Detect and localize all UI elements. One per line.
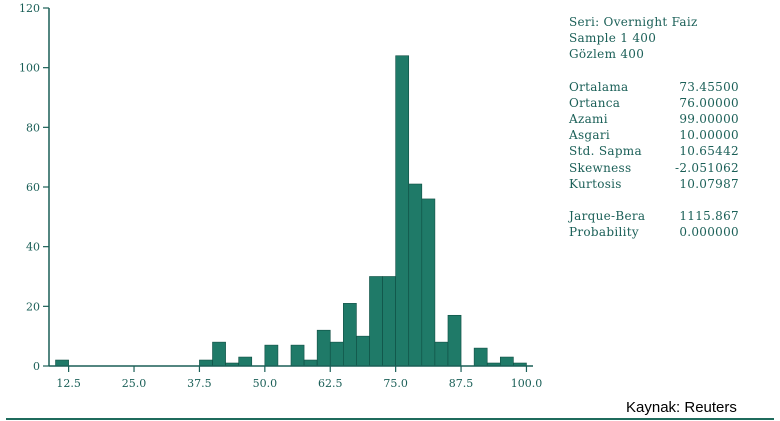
histogram-bar	[356, 335, 370, 367]
stat-value: 99.00000	[679, 112, 739, 127]
histogram-bar	[434, 341, 449, 367]
stat-value: 73.45500	[679, 79, 739, 94]
stat-row: Azami 99.00000	[569, 111, 739, 127]
histogram-bar	[264, 344, 279, 367]
histogram-bar	[382, 276, 396, 367]
histogram-bar	[212, 341, 226, 367]
stat-label: Asgari	[569, 128, 611, 143]
footer-divider	[6, 418, 774, 420]
y-tick-label: 20	[26, 300, 40, 313]
stat-label: Kurtosis	[569, 176, 622, 191]
stat-row: Ortanca 76.00000	[569, 95, 739, 111]
stat-row: Ortalama 73.45500	[569, 79, 739, 95]
stat-value: 10.07987	[679, 176, 739, 191]
y-tick-label: 100	[19, 62, 40, 75]
histogram-bar	[290, 344, 305, 367]
stat-label: Ortalama	[569, 79, 629, 94]
stat-row: Kurtosis 10.07987	[569, 176, 739, 192]
observation-count: Gözlem 400	[569, 47, 645, 62]
stat-row: Std. Sapma 10.65442	[569, 143, 739, 159]
x-axis-ticks: 12.5 25.0 37.5 50.0 62.5 75.0 87.5 100.0	[56, 366, 542, 390]
histogram-bar	[408, 183, 423, 367]
y-tick-label: 120	[19, 2, 40, 15]
x-tick-label: 100.0	[511, 377, 543, 390]
axes	[48, 8, 533, 367]
source-credit: Kaynak: Reuters	[626, 399, 737, 416]
series-name: Seri: Overnight Faiz	[569, 15, 698, 29]
x-tick-label: 37.5	[187, 377, 212, 390]
histogram-chart: 0 20 40 60 80 100 120 12.5 25.0 37.5 50.0 62.5 75.0…	[19, 2, 542, 390]
x-tick-label: 12.5	[56, 377, 81, 390]
stat-value: 1115.867	[679, 209, 739, 224]
stat-label: Skewness	[569, 160, 632, 175]
histogram-bar	[238, 356, 253, 367]
histogram-bar	[55, 359, 69, 367]
sample-range: Sample 1 400	[569, 31, 657, 46]
x-tick-label: 25.0	[122, 377, 147, 390]
y-tick-label: 40	[26, 241, 40, 254]
histogram-bar	[395, 55, 410, 367]
histogram-bar	[499, 356, 514, 367]
y-tick-label: 80	[26, 121, 40, 134]
histogram-bars	[55, 55, 527, 367]
histogram-bar	[303, 359, 318, 367]
y-axis-ticks: 0 20 40 60 80 100 120	[19, 2, 49, 373]
stat-value: -2.051062	[674, 160, 739, 175]
stat-value: 0.000000	[679, 225, 739, 240]
stats-panel: Seri: Overnight Faiz Sample 1 400 Gözlem…	[569, 14, 739, 240]
stat-value: 76.00000	[679, 95, 739, 110]
histogram-bar	[199, 359, 213, 367]
stat-row: Jarque-Bera 1115.867	[569, 208, 739, 224]
histogram-bar	[473, 347, 488, 367]
stat-row: Probability 0.000000	[569, 224, 739, 240]
stat-label: Std. Sapma	[569, 144, 642, 159]
y-tick-label: 0	[33, 360, 40, 373]
histogram-bar	[343, 303, 357, 367]
stat-row: Asgari 10.00000	[569, 127, 739, 143]
histogram-bar	[316, 329, 331, 367]
histogram-bar	[447, 314, 462, 367]
stat-value: 10.65442	[679, 144, 739, 159]
stat-label: Probability	[569, 225, 639, 240]
histogram-bar	[421, 198, 436, 367]
y-tick-label: 60	[26, 181, 40, 194]
stat-row: Skewness -2.051062	[569, 160, 739, 176]
x-tick-label: 62.5	[318, 377, 343, 390]
histogram-bar	[329, 341, 344, 367]
stats-table: Ortalama 73.45500 Ortanca 76.00000 Azami 99.0…	[569, 79, 739, 192]
stat-label: Azami	[569, 112, 608, 127]
stats-table-tests: Jarque-Bera 1115.867 Probability 0.000000	[569, 208, 739, 240]
histogram-bar	[369, 276, 383, 367]
stat-label: Jarque-Bera	[569, 209, 646, 224]
x-tick-label: 50.0	[253, 377, 278, 390]
x-tick-label: 87.5	[449, 377, 474, 390]
stat-value: 10.00000	[679, 128, 739, 143]
x-tick-label: 75.0	[383, 377, 408, 390]
stat-label: Ortanca	[569, 95, 621, 110]
